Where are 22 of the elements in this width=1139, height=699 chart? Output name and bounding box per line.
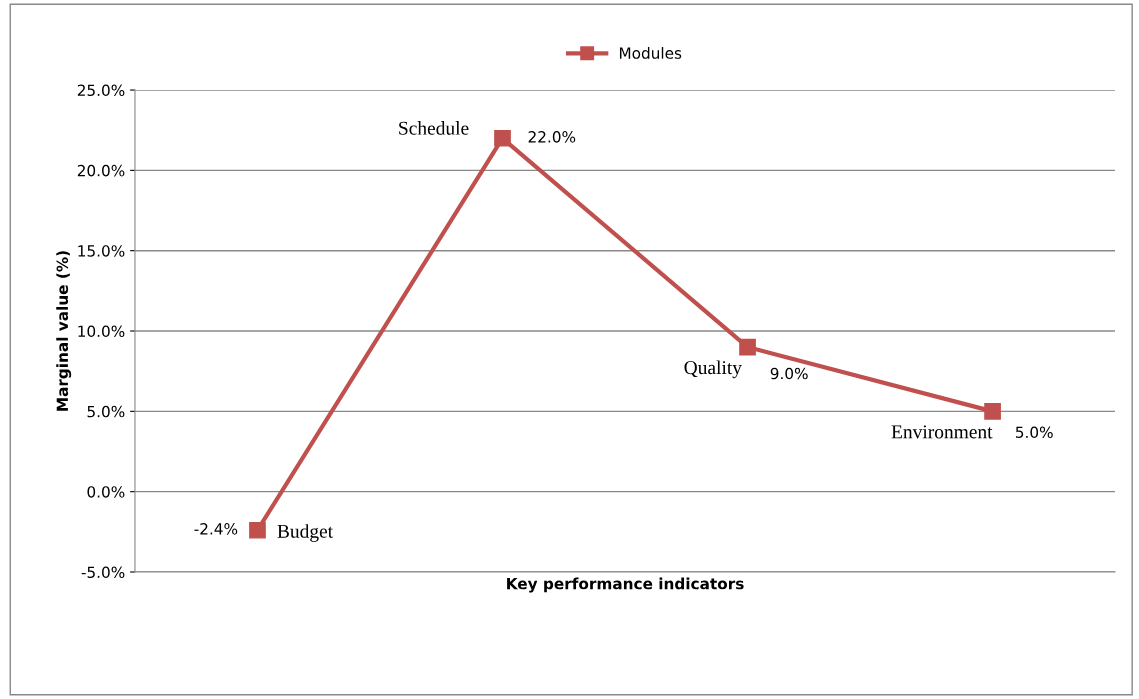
y-tick-label: -5.0% [81,566,125,579]
y-tick-label: 25.0% [77,84,125,97]
point [494,129,511,147]
data-label: 9.0% [770,367,808,380]
point [739,338,756,356]
x-tick-label: Environment [891,425,993,439]
x-axis-title: Key performance indicators [507,577,744,593]
x-tick-label: Quality [684,360,742,379]
y-tick-label: 5.0% [87,405,125,418]
point [984,403,1001,420]
point [249,521,266,539]
data-label: -2.4% [194,523,238,535]
x-tick-label: Budget [277,524,333,542]
y-tick-label: 20.0% [77,164,125,177]
y-tick-label: 15.0% [78,245,125,257]
y-tick-label: 10.0% [78,325,125,338]
y-tick-label: 0.0% [87,486,125,498]
data-label: 22.0% [528,131,576,143]
data-label: 5.0% [1015,426,1053,438]
x-tick-label: Schedule [399,121,469,135]
legend-label: Modules [619,47,682,59]
y-axis-title: Marginal value (%) [56,251,72,411]
